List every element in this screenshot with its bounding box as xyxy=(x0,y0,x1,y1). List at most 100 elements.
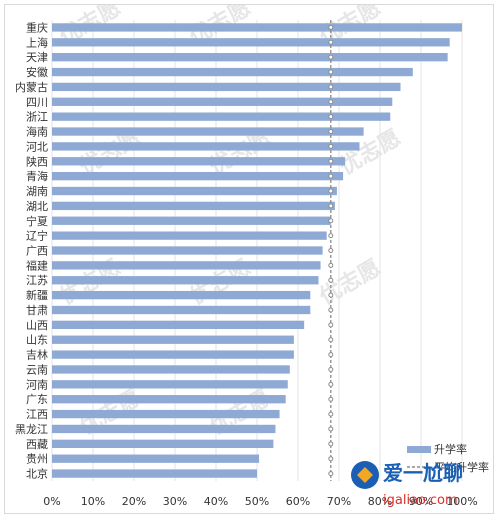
bar xyxy=(52,261,321,270)
category-label: 辽宁 xyxy=(26,229,48,243)
bar xyxy=(52,53,448,62)
bar xyxy=(52,97,393,106)
bar xyxy=(52,305,311,315)
average-marker xyxy=(328,24,334,30)
average-marker xyxy=(328,218,334,224)
category-label: 山东 xyxy=(26,334,48,347)
category-label: 贵州 xyxy=(26,453,48,466)
average-marker xyxy=(328,337,334,343)
category-label: 安徽 xyxy=(26,65,48,79)
category-label: 吉林 xyxy=(26,348,48,362)
bar xyxy=(52,276,319,285)
category-label: 青海 xyxy=(26,169,48,183)
category-label: 广东 xyxy=(26,393,48,406)
bar xyxy=(52,186,337,196)
bar xyxy=(52,157,346,166)
average-marker xyxy=(328,114,334,120)
x-tick-label: 30% xyxy=(163,495,187,508)
average-line xyxy=(328,20,334,481)
average-marker xyxy=(328,307,334,313)
x-tick-label: 90% xyxy=(409,495,433,508)
x-tick-label: 10% xyxy=(81,495,105,508)
bar xyxy=(52,320,305,330)
category-label: 湖北 xyxy=(26,200,48,213)
category-label: 江西 xyxy=(26,408,48,421)
bar xyxy=(52,82,401,92)
average-marker xyxy=(328,173,334,179)
bar xyxy=(52,216,331,225)
bar xyxy=(52,127,364,136)
x-tick-label: 40% xyxy=(204,495,228,508)
x-tick-label: 60% xyxy=(286,495,310,508)
x-tick-label: 50% xyxy=(245,495,269,508)
category-label: 西藏 xyxy=(26,438,48,451)
average-marker xyxy=(328,158,334,164)
average-marker xyxy=(328,366,334,372)
bars xyxy=(52,23,462,478)
average-marker xyxy=(328,69,334,75)
average-marker xyxy=(328,129,334,135)
bar xyxy=(52,424,276,434)
category-label: 上海 xyxy=(26,35,48,49)
category-label: 重庆 xyxy=(26,20,48,34)
average-marker xyxy=(328,277,334,283)
average-marker xyxy=(328,233,334,239)
legend: 升学率 平均升学率 xyxy=(407,442,489,474)
average-marker xyxy=(328,188,334,194)
category-label: 云南 xyxy=(26,363,48,376)
average-marker xyxy=(328,426,334,432)
category-label: 河南 xyxy=(26,378,48,391)
bar xyxy=(52,454,260,463)
bar xyxy=(52,469,257,478)
category-label: 广西 xyxy=(26,245,48,258)
category-label: 黑龙江 xyxy=(15,423,48,436)
bar xyxy=(52,246,323,255)
bar xyxy=(52,67,413,77)
category-label: 四川 xyxy=(26,96,48,109)
average-marker xyxy=(328,441,334,447)
bar xyxy=(52,350,294,359)
bar xyxy=(52,380,288,389)
legend-swatch-series1 xyxy=(407,446,431,453)
average-marker xyxy=(328,262,334,268)
category-label: 宁夏 xyxy=(26,214,48,228)
average-marker xyxy=(328,99,334,105)
category-label: 甘肃 xyxy=(26,304,48,317)
average-marker xyxy=(328,84,334,90)
average-marker xyxy=(328,248,334,253)
category-label: 陕西 xyxy=(26,154,48,168)
bar xyxy=(52,171,344,181)
bar xyxy=(52,439,274,448)
category-label: 新疆 xyxy=(26,288,48,302)
average-marker xyxy=(328,352,334,358)
watermark-text: 优志愿 xyxy=(315,255,385,311)
category-label: 河北 xyxy=(26,140,48,153)
legend-label-series1: 升学率 xyxy=(434,442,467,456)
average-marker xyxy=(328,471,334,477)
category-label: 湖南 xyxy=(26,185,48,198)
chart-frame: 优志愿 优志愿 优志愿 优志愿 优志愿 优志愿 优志愿 优志愿 优志愿 优志愿 优志愿 重庆 上海 天津… xyxy=(4,4,494,514)
bar xyxy=(52,201,335,211)
bar xyxy=(52,335,294,344)
category-label: 江苏 xyxy=(26,274,48,287)
x-tick-label: 20% xyxy=(122,495,146,508)
site-logo: 爱一尬聊 igaliao.com xyxy=(351,461,463,508)
category-label: 山西 xyxy=(26,319,48,332)
category-label: 北京 xyxy=(26,467,48,481)
average-marker xyxy=(328,381,334,387)
average-marker xyxy=(328,411,334,417)
average-marker xyxy=(328,143,334,149)
average-marker xyxy=(328,203,334,209)
average-marker xyxy=(328,292,334,298)
category-label: 海南 xyxy=(26,125,48,139)
category-labels: 重庆上海天津安徽内蒙古四川浙江海南河北陕西青海湖南湖北宁夏辽宁广西福建江苏新疆甘… xyxy=(15,20,48,480)
average-marker xyxy=(328,396,334,402)
logo-text: 爱一尬聊 xyxy=(383,461,463,485)
bar xyxy=(52,395,286,404)
legend-label-series2: 平均升学率 xyxy=(434,460,489,474)
category-label: 浙江 xyxy=(26,111,48,124)
category-label: 内蒙古 xyxy=(15,80,48,94)
logo-url: igaliao.com xyxy=(383,493,458,508)
category-label: 天津 xyxy=(26,51,48,64)
bar xyxy=(52,290,311,300)
